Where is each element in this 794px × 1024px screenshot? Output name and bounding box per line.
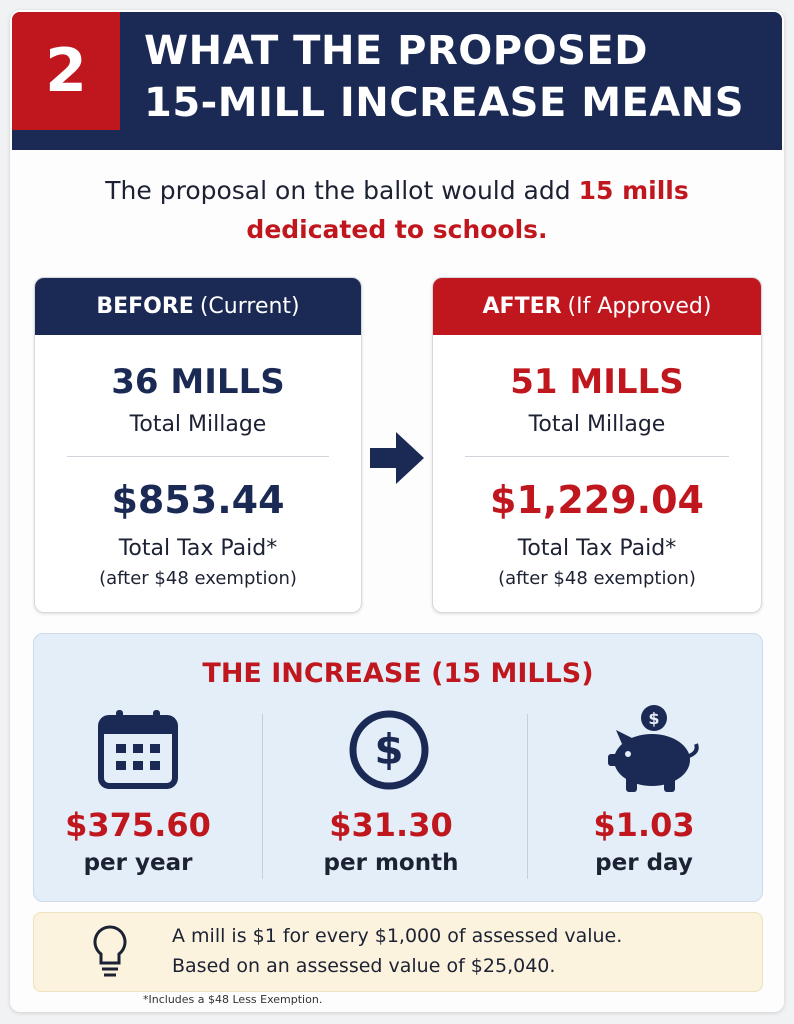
section-number: 2	[12, 12, 120, 130]
increase-amount: $31.30	[329, 806, 453, 844]
note-panel: A mill is $1 for every $1,000 of assesse…	[33, 912, 763, 992]
after-card: AFTER (If Approved) 51 MILLS Total Milla…	[432, 277, 762, 613]
intro-line: dedicated to schools.	[0, 215, 794, 244]
note-line: Based on an assessed value of $25,040.	[172, 955, 556, 977]
increase-period: per month	[323, 850, 459, 876]
after-millage-label: Total Millage	[528, 412, 666, 437]
intro-highlight: dedicated to schools.	[246, 215, 548, 244]
after-qualifier: (If Approved)	[567, 294, 712, 319]
before-qualifier: (Current)	[199, 294, 300, 319]
increase-panel: THE INCREASE (15 MILLS) $ $ $375.60 per y…	[33, 633, 763, 902]
svg-text:$: $	[648, 709, 659, 728]
before-tax: $853.44	[111, 478, 285, 522]
dollar-icon: $	[349, 710, 429, 790]
before-millage: 36 MILLS	[111, 362, 285, 402]
after-header: AFTER (If Approved)	[433, 278, 761, 335]
title-line: 15-MILL INCREASE MEANS	[144, 80, 745, 126]
after-tax-label: Total Tax Paid*	[517, 536, 677, 561]
before-card: BEFORE (Current) 36 MILLS Total Millage …	[34, 277, 362, 613]
intro-text: The proposal on the ballot would add	[105, 176, 571, 205]
before-millage-label: Total Millage	[129, 412, 267, 437]
before-header: BEFORE (Current)	[35, 278, 361, 335]
calendar-icon	[98, 710, 178, 789]
note-line: A mill is $1 for every $1,000 of assesse…	[172, 925, 623, 947]
before-exemption: (after $48 exemption)	[99, 568, 297, 589]
intro-line: The proposal on the ballot would add 15 …	[0, 176, 794, 205]
increase-amount: $375.60	[65, 806, 211, 844]
divider	[262, 714, 263, 879]
lightbulb-icon	[93, 925, 127, 977]
divider	[465, 456, 729, 457]
after-label: AFTER	[482, 294, 562, 319]
arrow-icon	[370, 432, 424, 484]
piggy-bank-icon: $	[608, 705, 699, 792]
header-bar	[12, 12, 782, 150]
after-millage: 51 MILLS	[510, 362, 684, 402]
increase-amount: $1.03	[593, 806, 695, 844]
title-line: WHAT THE PROPOSED	[144, 28, 648, 74]
after-tax: $1,229.04	[490, 478, 704, 522]
before-label: BEFORE	[96, 294, 194, 319]
before-tax-label: Total Tax Paid*	[118, 536, 278, 561]
increase-period: per day	[595, 850, 693, 876]
after-exemption: (after $48 exemption)	[498, 568, 696, 589]
footnote: *Includes a $48 Less Exemption.	[143, 993, 323, 1006]
svg-text:$: $	[374, 725, 403, 774]
intro-highlight: 15 mills	[578, 176, 689, 205]
divider	[527, 714, 528, 879]
increase-period: per year	[83, 850, 193, 876]
increase-title: THE INCREASE (15 MILLS)	[202, 658, 594, 689]
divider	[67, 456, 329, 457]
